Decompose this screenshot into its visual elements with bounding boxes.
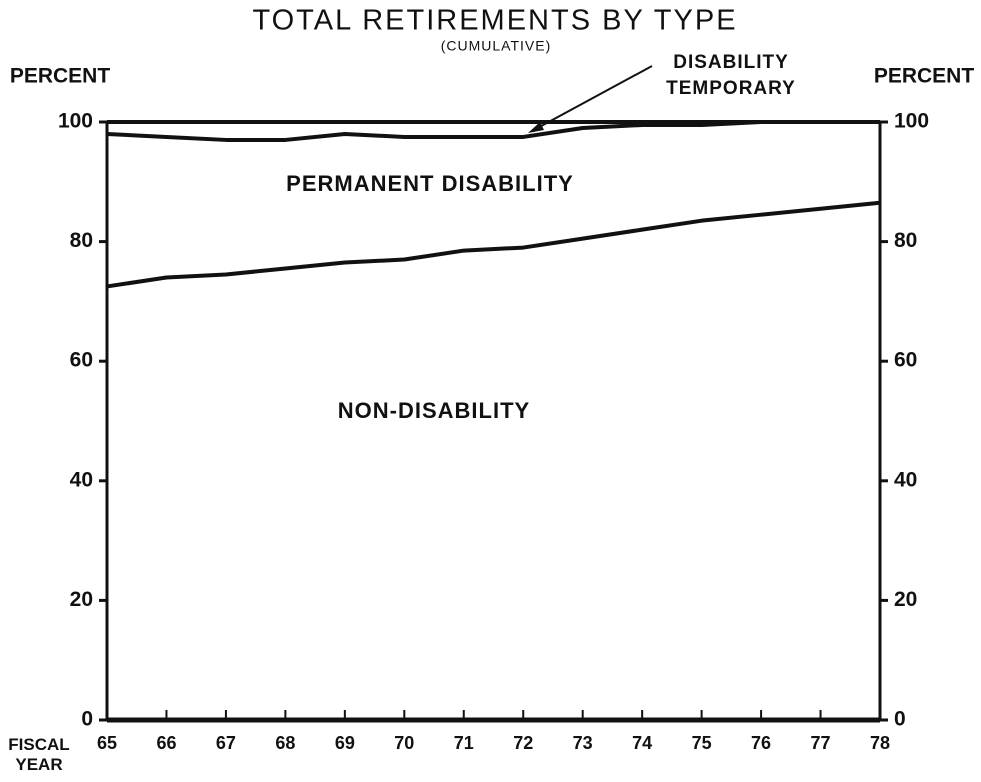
y2-axis-label: PERCENT	[874, 65, 975, 88]
chart-title: TOTAL RETIREMENTS BY TYPE	[252, 5, 737, 37]
series-line	[106, 120, 880, 142]
x-tick-label: 76	[751, 733, 771, 753]
x-tick-label: 70	[394, 733, 414, 753]
arrow-head	[528, 122, 544, 133]
y-axis-label: PERCENT	[10, 65, 111, 88]
y2-tick-label: 60	[894, 349, 917, 372]
x-tick-label: 72	[513, 733, 533, 753]
series-line	[106, 200, 881, 289]
y-tick-label: 20	[70, 588, 93, 611]
y-tick-label: 40	[70, 468, 93, 491]
series-label: PERMANENT DISABILITY	[286, 171, 574, 196]
y2-tick-label: 100	[894, 110, 929, 133]
x-axis-label: FISCAL YEAR	[8, 735, 70, 774]
y-tick-label: 100	[58, 110, 93, 133]
y-tick-label: 60	[70, 349, 93, 372]
y2-tick-label: 20	[894, 588, 917, 611]
y2-tick-label: 80	[894, 229, 917, 252]
y-tick-label: 0	[81, 708, 93, 731]
x-tick-label: 75	[692, 733, 712, 753]
x-tick-label: 65	[97, 733, 117, 753]
x-tick-label: 71	[454, 733, 474, 753]
x-tick-label: 68	[275, 733, 295, 753]
x-tick-label: 69	[335, 733, 355, 753]
x-tick-label: 74	[632, 733, 652, 753]
x-tick-label: 67	[216, 733, 236, 753]
x-tick-label: 73	[573, 733, 593, 753]
x-tick-label: 66	[156, 733, 176, 753]
x-tick-label: 77	[811, 733, 831, 753]
y2-tick-label: 0	[894, 708, 906, 731]
chart-subtitle: (CUMULATIVE)	[441, 38, 552, 54]
series-label: NON-DISABILITY	[338, 398, 530, 423]
temporary-label: DISABILITY TEMPORARY	[666, 52, 796, 99]
y2-tick-label: 40	[894, 468, 917, 491]
x-tick-label: 78	[870, 733, 890, 753]
y-tick-label: 80	[70, 229, 93, 252]
